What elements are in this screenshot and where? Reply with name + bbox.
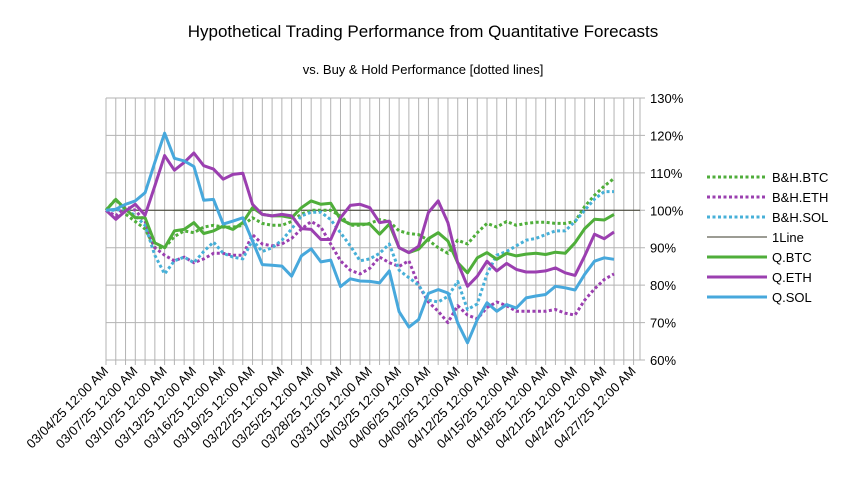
series-line-q-btc [104, 197, 615, 275]
y-tick-label: 60% [650, 353, 676, 368]
legend-label: B&H.SOL [772, 210, 828, 225]
chart-subtitle: vs. Buy & Hold Performance [dotted lines… [303, 62, 544, 77]
series-line-b-h-sol [106, 190, 614, 311]
legend-label: B&H.BTC [772, 170, 828, 185]
series-group [104, 131, 640, 345]
y-tick-label: 110% [650, 166, 683, 181]
y-tick-label: 130% [650, 91, 684, 106]
legend-label: Q.SOL [772, 290, 812, 305]
series-line-q-eth [104, 151, 615, 288]
series-line-b-h-eth [105, 205, 615, 325]
legend: B&H.BTC B&H.ETH B&H.SOL 1Line Q.BTC Q.ETH Q.SO… [707, 170, 828, 305]
y-tick-label: 120% [650, 128, 684, 143]
legend-label: Q.BTC [772, 250, 812, 265]
chart-title: Hypothetical Trading Performance from Qu… [188, 22, 659, 41]
y-tick-label: 80% [650, 278, 676, 293]
legend-label: Q.ETH [772, 270, 812, 285]
y-tick-label: 90% [650, 241, 676, 256]
legend-label: B&H.ETH [772, 190, 828, 205]
y-tick-label: 100% [650, 203, 684, 218]
y-axis: 60% 70% 80% 90% 100% 110% 120% 130% [639, 91, 684, 368]
y-tick-label: 70% [650, 316, 676, 331]
series-line-q-sol [105, 131, 615, 345]
legend-label: 1Line [772, 230, 804, 245]
